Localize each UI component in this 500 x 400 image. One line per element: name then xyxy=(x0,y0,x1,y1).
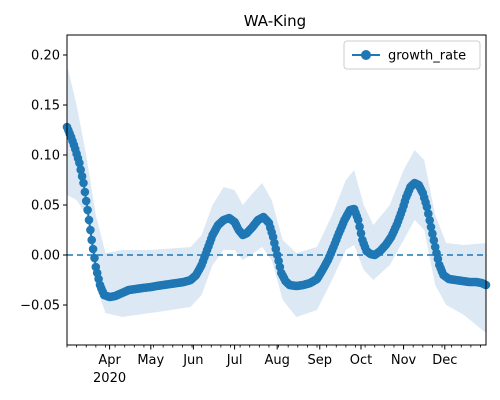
x-tick-label: Nov xyxy=(391,353,417,368)
legend-box xyxy=(343,40,481,70)
y-axis: −0.05 0.00 0.05 0.10 0.15 0.20 xyxy=(20,49,67,314)
x-tick-label: Sep xyxy=(308,353,333,368)
y-tick-label: 0.05 xyxy=(31,199,60,214)
data-point xyxy=(77,172,87,181)
data-point xyxy=(88,244,98,254)
legend-entry-growth-rate: growth_rate xyxy=(388,49,466,64)
data-point xyxy=(353,215,363,225)
y-tick-label: 0.10 xyxy=(31,149,60,164)
data-point xyxy=(87,235,96,245)
data-point xyxy=(424,209,433,218)
x-tick-label: May xyxy=(137,353,164,368)
x-year-label: 2020 xyxy=(93,371,126,386)
data-point xyxy=(429,236,439,245)
confidence-band xyxy=(67,65,486,333)
chart-title: WA-King xyxy=(244,12,306,30)
data-point xyxy=(84,215,94,225)
x-tick-label: Aug xyxy=(264,353,289,368)
y-tick-label: 0.15 xyxy=(31,99,60,114)
legend-marker-swatch xyxy=(361,50,371,60)
x-tick-label: Dec xyxy=(432,353,457,368)
data-point xyxy=(80,187,90,197)
data-point xyxy=(86,225,95,235)
data-point xyxy=(356,229,366,238)
data-point xyxy=(428,229,437,238)
data-point xyxy=(75,158,84,168)
plot-frame xyxy=(66,34,487,346)
x-tick-label: Oct xyxy=(350,353,372,368)
data-point xyxy=(355,222,364,231)
data-point xyxy=(83,205,92,215)
y-tick-label: 0.00 xyxy=(31,249,60,264)
data-point xyxy=(76,165,85,174)
data-point xyxy=(425,216,435,225)
data-point xyxy=(81,196,91,206)
x-tick-label: Apr xyxy=(98,353,121,368)
x-tick-label: Jun xyxy=(182,353,203,368)
legend: growth_rate xyxy=(343,40,481,70)
data-point xyxy=(79,178,88,188)
y-tick-label: 0.20 xyxy=(31,49,60,64)
data-point xyxy=(422,202,432,212)
y-tick-label: −0.05 xyxy=(20,299,60,314)
data-point xyxy=(426,222,436,232)
x-tick-label: Jul xyxy=(226,353,243,368)
data-point xyxy=(90,253,99,263)
series-marker-layer xyxy=(62,122,491,302)
confidence-band-layer xyxy=(67,65,486,333)
x-axis: Apr May Jun Jul Aug Sep Oct Nov Dec xyxy=(66,345,481,368)
